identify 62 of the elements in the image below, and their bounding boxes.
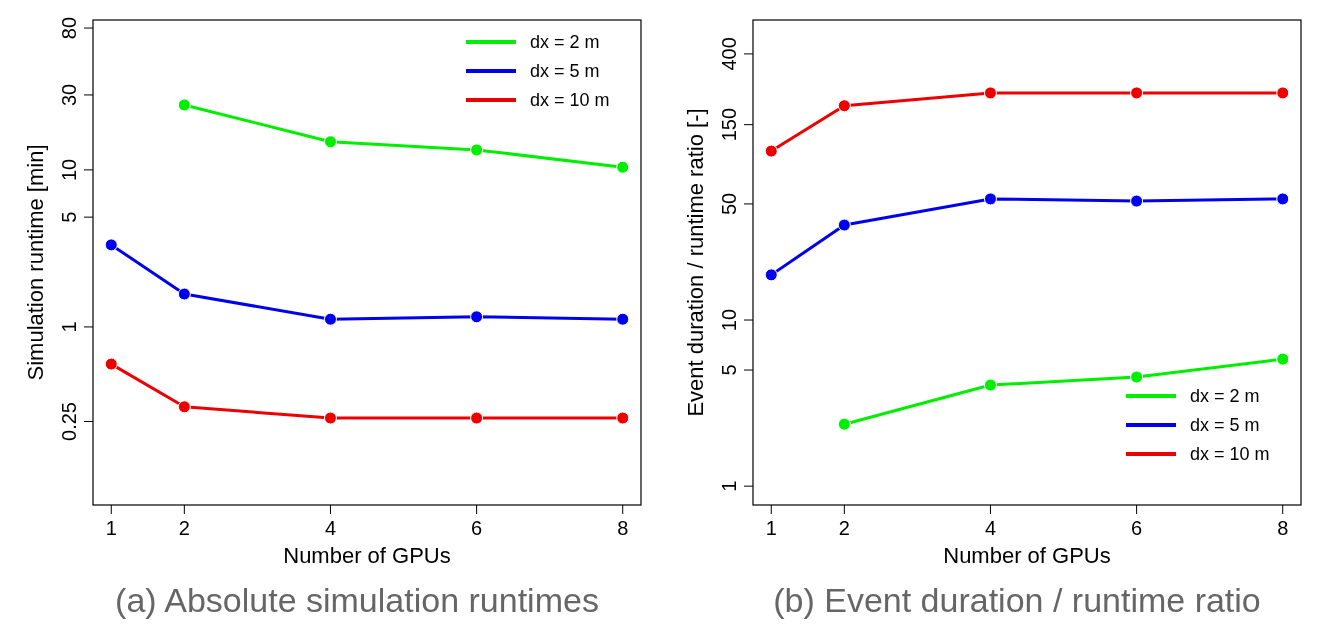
x-tick-label: 4: [984, 517, 997, 539]
legend-label: dx = 5 m: [530, 61, 600, 81]
point: [983, 378, 997, 392]
point: [470, 310, 484, 324]
x-tick-label: 1: [765, 517, 777, 539]
x-tick-label: 2: [178, 517, 190, 539]
point: [616, 312, 630, 326]
x-tick-label: 6: [471, 517, 483, 539]
point: [1130, 370, 1144, 384]
point: [1276, 352, 1290, 366]
legend-label: dx = 2 m: [1190, 386, 1260, 406]
point: [616, 411, 630, 425]
point: [470, 143, 484, 157]
point: [323, 411, 337, 425]
legend-label: dx = 10 m: [530, 90, 610, 110]
y-tick-label: 80: [58, 16, 80, 40]
legend-label: dx = 2 m: [530, 32, 600, 52]
y-tick-label: 10: [58, 158, 80, 181]
point: [177, 98, 191, 112]
point: [470, 411, 484, 425]
text: (b) Event duration / runtime ratio: [773, 581, 1261, 619]
point: [837, 218, 851, 232]
point: [104, 357, 118, 371]
y-axis-title: Simulation runtime [min]: [23, 144, 48, 381]
x-axis-title: Number of GPUs: [283, 543, 451, 568]
point: [764, 144, 778, 158]
legend-label: dx = 5 m: [1190, 415, 1260, 435]
point: [1276, 192, 1290, 206]
x-axis-title: Number of GPUs: [943, 543, 1111, 568]
y-tick-label: 5: [58, 211, 80, 223]
text: (a) Absolute simulation runtimes: [115, 581, 599, 619]
y-tick-label: 50: [718, 192, 740, 216]
point: [323, 312, 337, 326]
point: [323, 135, 337, 149]
point: [177, 400, 191, 414]
y-tick-label: 1: [718, 480, 740, 492]
y-tick-label: 10: [718, 308, 740, 332]
y-tick-label: 150: [718, 107, 740, 142]
x-tick-label: 8: [617, 517, 629, 539]
point: [983, 192, 997, 206]
point: [837, 99, 851, 113]
y-tick-label: 1: [58, 321, 80, 333]
point: [837, 417, 851, 431]
y-tick-label: 5: [718, 364, 740, 376]
point: [104, 238, 118, 252]
y-axis-title: Event duration / runtime ratio [-]: [683, 108, 708, 417]
x-tick-label: 1: [105, 517, 117, 539]
point: [764, 268, 778, 282]
point: [1276, 86, 1290, 100]
x-tick-label: 6: [1131, 517, 1143, 539]
x-tick-label: 4: [324, 517, 337, 539]
y-tick-label: 0.25: [58, 402, 80, 441]
y-tick-label: 30: [58, 83, 80, 107]
point: [1130, 86, 1144, 100]
point: [1130, 194, 1144, 208]
x-tick-label: 8: [1277, 517, 1289, 539]
x-tick-label: 2: [838, 517, 850, 539]
point: [177, 287, 191, 301]
legend-label: dx = 10 m: [1190, 444, 1270, 464]
point: [616, 160, 630, 174]
point: [983, 86, 997, 100]
y-tick-label: 400: [718, 37, 740, 71]
